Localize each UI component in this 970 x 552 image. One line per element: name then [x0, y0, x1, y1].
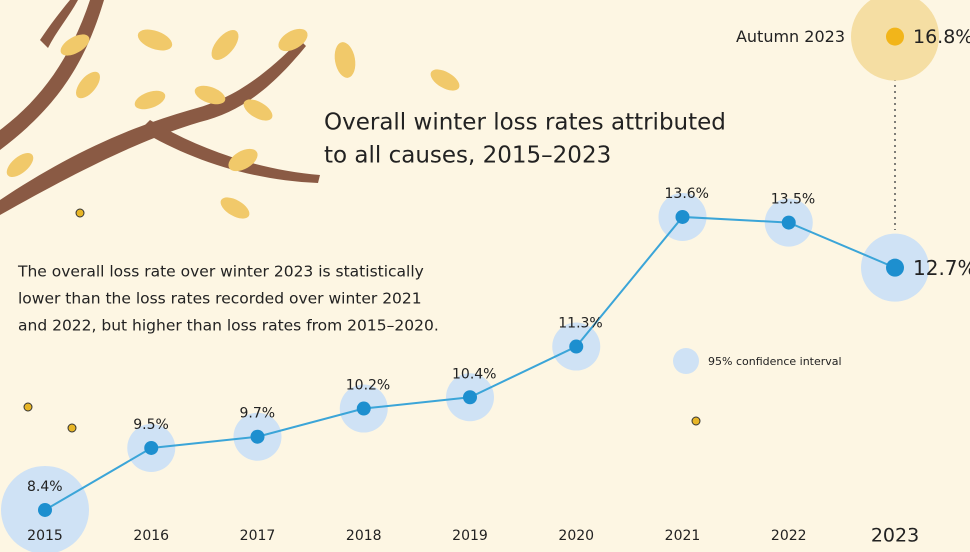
x-tick-label: 2023 [871, 525, 919, 547]
autumn-label: Autumn 2023 [736, 27, 845, 46]
data-label: 12.7% [913, 256, 970, 280]
point [38, 502, 52, 517]
data-label: 9.5% [133, 417, 169, 433]
x-tick-label: 2017 [240, 528, 276, 544]
legend-label: 95% confidence interval [708, 355, 842, 368]
data-label: 9.7% [240, 406, 276, 422]
x-tick-label: 2022 [771, 528, 807, 544]
data-label: 8.4% [27, 479, 63, 495]
data-label: 10.2% [346, 378, 390, 394]
data-label: 13.6% [665, 186, 709, 202]
annotation: lower than the loss rates recorded over … [18, 290, 422, 308]
annotation: The overall loss rate over winter 2023 i… [17, 263, 424, 281]
data-label: 13.5% [771, 192, 815, 208]
point [886, 258, 904, 277]
data-label: 11.3% [558, 316, 602, 332]
x-tick-label: 2016 [133, 528, 169, 544]
x-tick-label: 2021 [665, 528, 701, 544]
point [463, 390, 477, 405]
point [144, 440, 159, 455]
annotation: and 2022, but higher than loss rates fro… [18, 317, 439, 335]
autumn-value-label: 16.8% [913, 26, 970, 48]
x-tick-label: 2015 [27, 528, 63, 544]
data-label: 10.4% [452, 366, 496, 382]
x-tick-label: 2019 [452, 528, 488, 544]
point [781, 215, 796, 230]
legend-swatch [673, 348, 699, 374]
bee-decoration [23, 208, 701, 433]
x-tick-label: 2020 [558, 528, 594, 544]
leaf-decoration [6, 28, 460, 219]
chart-title: Overall winter loss rates attributed [324, 110, 726, 136]
point [356, 401, 371, 416]
chart-title: to all causes, 2015–2023 [324, 143, 611, 169]
point [569, 339, 584, 354]
point [675, 209, 690, 224]
autumn-point [886, 27, 904, 46]
x-tick-label: 2018 [346, 528, 382, 544]
point [250, 429, 265, 444]
